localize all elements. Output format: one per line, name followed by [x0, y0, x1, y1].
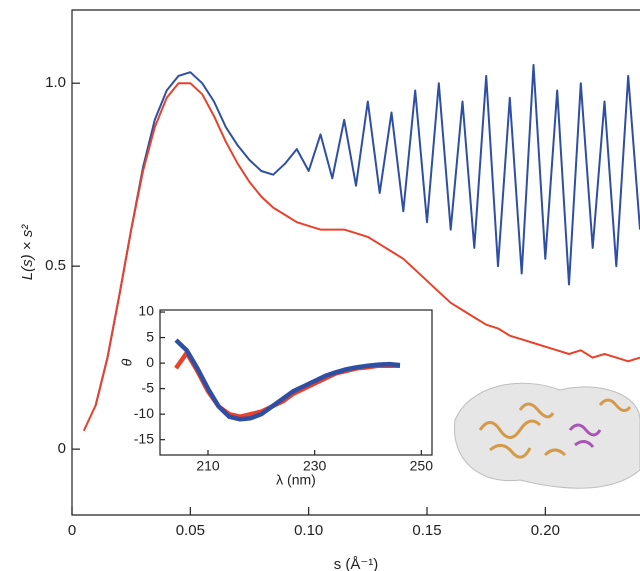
chart-panel: 210 230 250 10 5 0 -5 -10 -15 λ (nm) θ — [119, 303, 434, 488]
x-tick-label: 0.15 — [412, 522, 441, 539]
data-line — [94, 63, 640, 406]
chart-panel: 0 0.05 0.10 0.15 0.20 0 0.5 1.0 s (Å⁻¹) L(s) × s² — [19, 9, 640, 571]
x-tick-label: 0 — [68, 522, 76, 539]
x-tick-label: 250 — [410, 458, 434, 474]
y-tick-label: -15 — [134, 430, 154, 446]
y-tick-label: 0 — [146, 354, 154, 370]
axes-frame — [159, 309, 433, 456]
y-tick-label: -10 — [134, 405, 154, 421]
y-tick-label: 1.0 — [45, 74, 66, 91]
y-tick-label: 0.5 — [45, 257, 66, 274]
data-line — [82, 82, 640, 432]
y-axis-label: L(s) × s² — [19, 224, 36, 280]
inset-background — [160, 310, 432, 455]
axes-frame — [71, 9, 640, 516]
x-tick-label: 0.05 — [176, 522, 205, 539]
structure-image — [453, 382, 640, 489]
x-tick-label: 0.20 — [531, 522, 560, 539]
y-tick-label: 5 — [146, 328, 154, 344]
y-axis-label: θ — [119, 358, 135, 366]
x-tick-label: 230 — [303, 458, 327, 474]
data-line — [174, 338, 401, 422]
x-axis-label: λ (nm) — [276, 472, 316, 488]
x-tick-label: 210 — [196, 458, 220, 474]
x-tick-label: 0.10 — [294, 522, 323, 539]
y-tick-label: 0 — [58, 440, 66, 457]
x-axis-label: s (Å⁻¹) — [334, 556, 379, 571]
y-tick-label: -5 — [142, 379, 155, 395]
y-tick-label: 10 — [138, 303, 154, 319]
